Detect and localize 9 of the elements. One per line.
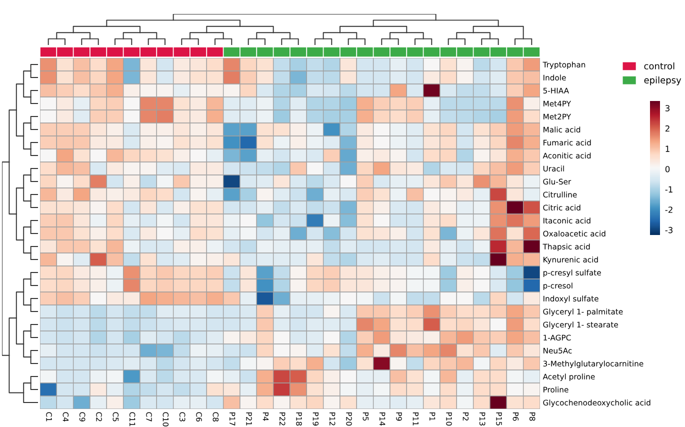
color-bar-label: 2 [665,125,670,132]
color-bar-label: -1 [665,186,672,192]
color-bar-label: -3 [665,226,672,234]
color-bar-label: 3 [665,105,670,112]
color-bar-label: -2 [665,206,672,213]
color-bar-label: 0 [665,166,670,172]
legend-label: epilepsy [644,76,682,86]
color-bar-label: 1 [666,146,670,152]
legend-label: control [644,62,674,70]
